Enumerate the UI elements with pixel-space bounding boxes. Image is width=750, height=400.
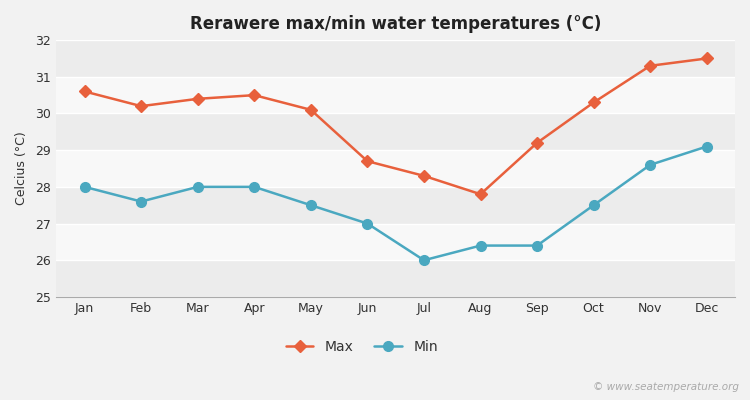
Min	[80, 184, 89, 189]
Min	[136, 199, 146, 204]
Min	[476, 243, 485, 248]
Max	[136, 104, 146, 108]
Max	[306, 108, 315, 112]
Max	[589, 100, 598, 105]
Min	[306, 203, 315, 208]
Line: Min: Min	[80, 142, 712, 265]
Min	[419, 258, 428, 263]
Bar	[56, 150, 735, 187]
Min	[250, 184, 259, 189]
Min	[532, 243, 542, 248]
Max	[646, 63, 655, 68]
Max	[702, 56, 711, 61]
Min	[194, 184, 202, 189]
Legend: Max, Min: Max, Min	[286, 340, 438, 354]
Min	[702, 144, 711, 149]
Max	[363, 159, 372, 164]
Max	[419, 174, 428, 178]
Y-axis label: Celcius (°C): Celcius (°C)	[15, 132, 28, 205]
Max	[250, 93, 259, 98]
Max	[80, 89, 89, 94]
Bar	[56, 77, 735, 114]
Bar	[56, 40, 735, 77]
Bar	[56, 114, 735, 150]
Bar	[56, 224, 735, 260]
Text: © www.seatemperature.org: © www.seatemperature.org	[592, 382, 739, 392]
Max	[194, 96, 202, 101]
Min	[646, 162, 655, 167]
Max	[532, 140, 542, 145]
Title: Rerawere max/min water temperatures (°C): Rerawere max/min water temperatures (°C)	[190, 15, 602, 33]
Line: Max: Max	[80, 54, 711, 198]
Bar	[56, 187, 735, 224]
Bar	[56, 260, 735, 297]
Min	[363, 221, 372, 226]
Min	[589, 203, 598, 208]
Max	[476, 192, 485, 197]
